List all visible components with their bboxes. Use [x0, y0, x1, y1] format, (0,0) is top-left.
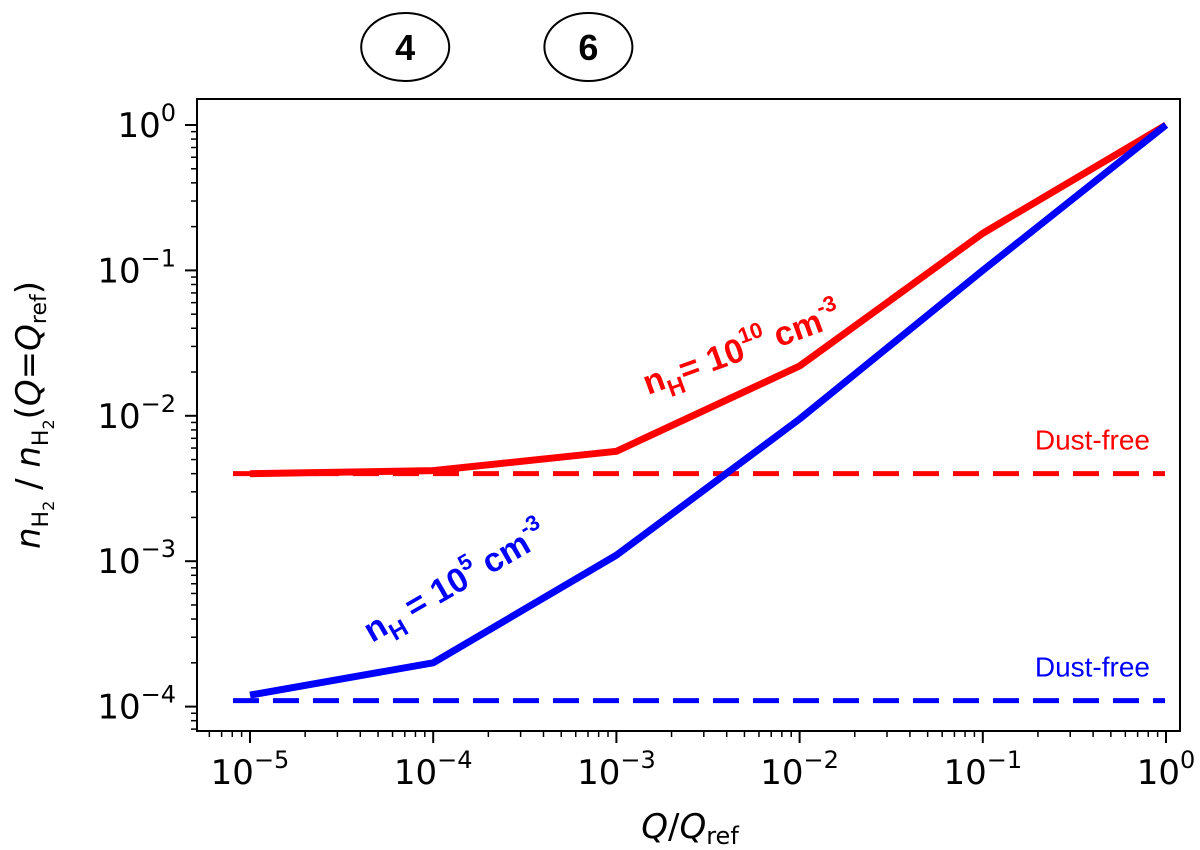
x-tick-label: 10−3 [577, 746, 656, 793]
x-tick-label: 100 [1137, 746, 1196, 793]
y-tick-label: 10−1 [97, 244, 176, 291]
marker-circle [543, 12, 634, 82]
x-tick-label: 10−4 [394, 746, 473, 793]
y-tick-label: 100 [117, 99, 176, 146]
y-tick-label: 10−2 [97, 390, 176, 437]
axis-ticks [185, 124, 1167, 743]
series-lines [249, 121, 1169, 699]
tick-labels: 10−5 10−4 10−3 10−2 10−1 100 10−4 10−3 10−2 10−1 1… [97, 99, 1195, 793]
y-axis-title: nH2 / nH2(Q=Qref) [9, 281, 58, 549]
marker-label: 6 [578, 27, 598, 68]
x-axis-title: Q/Qref [641, 807, 739, 850]
series-line-red [249, 121, 1168, 478]
x-tick-label: 10−1 [943, 746, 1022, 793]
series-line-blue [249, 122, 1169, 699]
annotation-blue-series: nH = 105 cm-3 [354, 509, 558, 657]
reference-lines: Dust-free Dust-free [233, 425, 1165, 704]
x-tick-label: 10−5 [211, 746, 290, 793]
x-tick-label: 10−2 [760, 746, 839, 793]
y-tick-label: 10−4 [97, 681, 176, 728]
dust-free-label: Dust-free [1035, 652, 1150, 683]
dust-free-label: Dust-free [1035, 425, 1150, 456]
marker-circle [360, 12, 451, 82]
y-tick-label: 10−3 [97, 535, 176, 582]
marker-label: 4 [395, 27, 415, 68]
